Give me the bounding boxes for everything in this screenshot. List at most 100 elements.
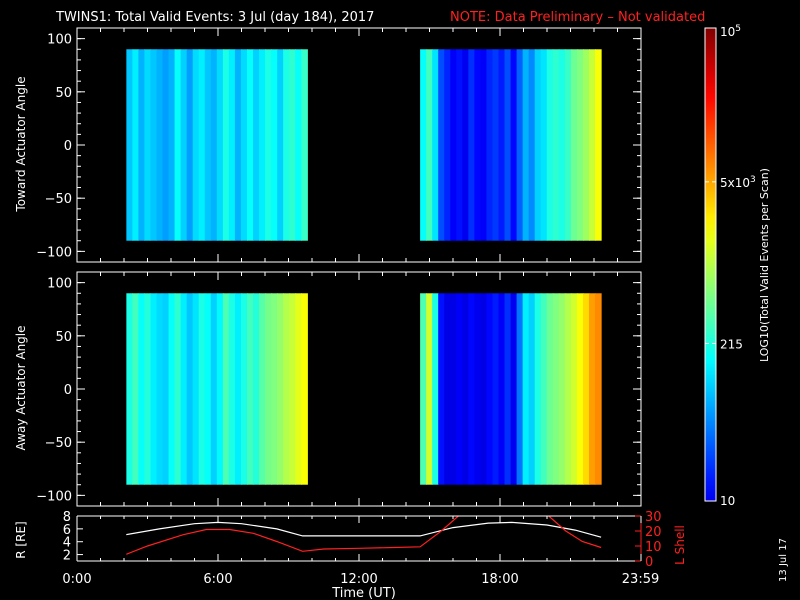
heatmap-cell (522, 293, 530, 485)
colorbar-tick-label: 105 (720, 24, 741, 39)
heatmap-cell (570, 49, 578, 241)
heatmap-cell (162, 49, 170, 241)
heatmap-cell (588, 49, 596, 241)
heatmap-cell (552, 293, 560, 485)
heatmap-cell (498, 293, 506, 485)
heatmap-cell (595, 49, 602, 241)
heatmap-cell (510, 49, 518, 241)
heatmap-cell (468, 49, 475, 241)
y-tick-label: 0 (64, 383, 72, 398)
heatmap-cell (228, 293, 236, 485)
heatmap-cell (522, 49, 530, 241)
x-tick-label: 12:00 (340, 572, 377, 587)
heatmap-cell (168, 49, 176, 241)
lshell-tick-label: 0 (645, 555, 653, 570)
heatmap-cell (192, 293, 200, 485)
heatmap-cell (480, 49, 488, 241)
heatmap-cell (456, 293, 463, 485)
heatmap-cell (540, 49, 548, 241)
x-tick-label: 0:00 (62, 572, 91, 587)
heatmap-cell (138, 49, 146, 241)
heatmap-cell (528, 49, 536, 241)
colorbar-tick-exponent: 3 (750, 175, 756, 185)
heatmap-cell (450, 293, 457, 485)
heatmap-cell (474, 293, 482, 485)
heatmap-cell (438, 49, 445, 241)
heatmap-cell (582, 49, 590, 241)
heatmap-cell (301, 293, 308, 485)
heatmap-cell (444, 49, 451, 241)
heatmap-cell (174, 49, 182, 241)
heatmap-cell (246, 49, 254, 241)
heatmap-cell (198, 293, 206, 485)
heatmap-cell (156, 49, 164, 241)
heatmap-cell (546, 49, 554, 241)
heatmap-cell (180, 49, 188, 241)
heatmap-cell (516, 49, 524, 241)
colorbar-label: LOG10(Total Valid Events per Scan) (758, 168, 771, 362)
lshell-tick-label: 20 (645, 525, 662, 540)
y-tick-label: 50 (55, 86, 72, 101)
heatmap-cell (468, 293, 475, 485)
heatmap-cell (234, 293, 242, 485)
heatmap-cell (132, 49, 140, 241)
lshell-axis-label: L Shell (673, 525, 687, 565)
heatmap-cell (228, 49, 236, 241)
y-tick-label: −50 (45, 436, 72, 451)
heatmap-cell (198, 49, 206, 241)
heatmap-cell (432, 293, 439, 485)
heatmap-cell (444, 293, 451, 485)
heatmap-cell (462, 49, 469, 241)
heatmap-cell (156, 293, 164, 485)
heatmap-cell (504, 49, 512, 241)
heatmap-cell (540, 293, 548, 485)
preliminary-note: NOTE: Data Preliminary – Not validated (450, 10, 705, 25)
toward-ylabel: Toward Actuator Angle (14, 76, 28, 212)
heatmap-cell (289, 293, 296, 485)
y-tick-label: 50 (55, 330, 72, 345)
colorbar-tick-base: 10 (720, 25, 735, 39)
colorbar: 10 215 5x103 105 (704, 24, 756, 508)
heatmap-cell (204, 293, 212, 485)
y-tick-label: −100 (36, 245, 72, 260)
y-tick-label: 100 (47, 277, 72, 292)
heatmap-cell (426, 49, 433, 241)
colorbar-tick-base: 5x10 (720, 176, 750, 190)
y-tick-label: −50 (45, 192, 72, 207)
heatmap-cell (253, 293, 260, 485)
heatmap-cell (474, 49, 482, 241)
heatmap-cell (144, 293, 152, 485)
lshell-series-line (126, 516, 460, 555)
heatmap-cell (576, 49, 584, 241)
colorbar-tick-label: 215 (720, 337, 743, 351)
heatmap-cell (289, 49, 296, 241)
r-tick-label: 4 (63, 536, 71, 551)
x-tick-label: 6:00 (203, 572, 232, 587)
heatmap-cell (295, 49, 302, 241)
y-tick-label: −100 (36, 489, 72, 504)
r-axis-label: R [RE] (14, 521, 28, 558)
colorbar-tick-exponent: 5 (735, 24, 741, 34)
heatmap-cell (558, 293, 566, 485)
heatmap-cell (192, 49, 200, 241)
heatmap-cell (168, 293, 176, 485)
heatmap-cell (186, 293, 194, 485)
colorbar-tick-label: 5x103 (720, 175, 756, 190)
heatmap-cell (283, 293, 290, 485)
heatmap-cell (456, 49, 463, 241)
heatmap-cell (174, 293, 182, 485)
toward-panel: 100 50 0 −50 −100 (36, 27, 642, 263)
heatmap-cell (259, 293, 266, 485)
heatmap-cell (234, 49, 242, 241)
xaxis-label: Time (UT) (331, 586, 396, 600)
heatmap-cell (426, 293, 433, 485)
heatmap-cell (265, 49, 272, 241)
x-tick-label: 23:59 (622, 572, 659, 587)
r-series-line (126, 521, 602, 538)
heatmap-cell (295, 293, 302, 485)
heatmap-cell (222, 49, 230, 241)
heatmap-cell (283, 49, 290, 241)
heatmap-cell (450, 49, 457, 241)
